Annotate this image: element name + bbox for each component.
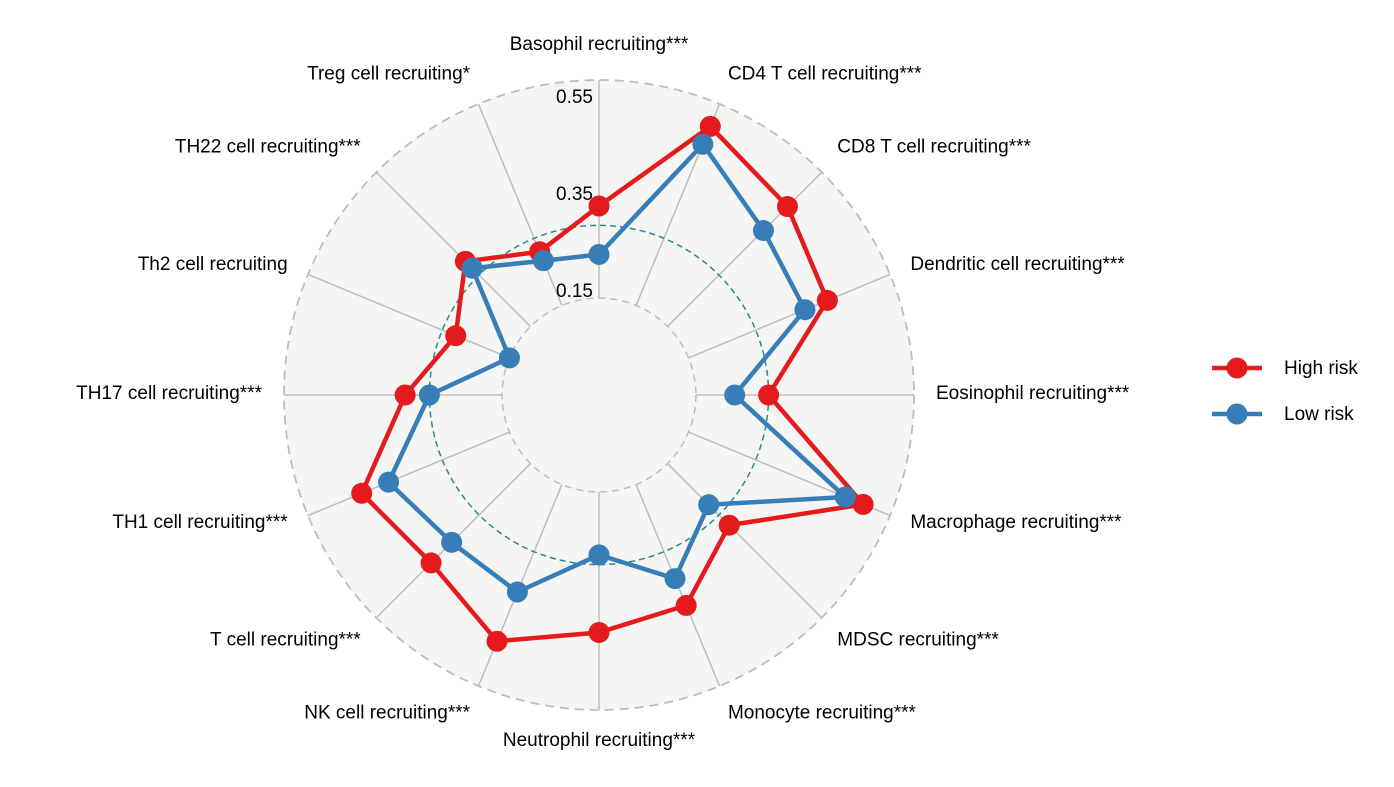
data-point (675, 594, 697, 616)
data-point (588, 544, 610, 566)
data-point (724, 384, 746, 406)
data-point (418, 384, 440, 406)
legend: High risk Low risk (1212, 357, 1358, 425)
category-label: Eosinophil recruiting*** (936, 383, 1130, 404)
category-label: T cell recruiting*** (210, 629, 361, 650)
spoke-line (307, 273, 510, 359)
data-point (692, 133, 714, 155)
data-point (852, 493, 874, 515)
data-point (664, 568, 686, 590)
legend-marker (1226, 357, 1248, 379)
data-point (378, 471, 400, 493)
data-point (486, 630, 508, 652)
category-label: TH1 cell recruiting*** (112, 512, 288, 533)
spoke-line (307, 431, 510, 517)
spoke-line (688, 273, 891, 359)
data-point (834, 486, 856, 508)
radial-tick-label: 0.15 (556, 281, 593, 302)
data-point (445, 325, 467, 347)
grid-ring-outer (283, 79, 915, 711)
category-label: NK cell recruiting*** (304, 702, 470, 723)
data-point (351, 482, 373, 504)
data-point (461, 257, 483, 279)
spoke-line (667, 171, 823, 327)
data-point (441, 531, 463, 553)
data-point (699, 115, 721, 137)
legend-label: Low risk (1284, 404, 1354, 425)
data-point (698, 494, 720, 516)
radial-tick-label: 0.55 (556, 87, 593, 108)
data-point (506, 581, 528, 603)
category-label: Treg cell recruiting* (307, 64, 471, 85)
data-point (794, 299, 816, 321)
data-point (718, 514, 740, 536)
data-point (588, 621, 610, 643)
label-layer: 0.15 0.35 0.55 Basophil recruiting*** CD4 T … (76, 34, 1130, 751)
category-label: Basophil recruiting*** (510, 34, 689, 55)
data-point (588, 243, 610, 265)
data-point (588, 195, 610, 217)
category-label: Monocyte recruiting*** (728, 702, 917, 723)
category-label: Dendritic cell recruiting*** (910, 254, 1125, 275)
spoke-line (477, 103, 563, 306)
category-label: Macrophage recruiting*** (910, 512, 1122, 533)
category-label: TH17 cell recruiting*** (76, 383, 262, 404)
category-label: CD8 T cell recruiting*** (837, 137, 1031, 158)
category-label: MDSC recruiting*** (837, 629, 999, 650)
grid-ring-inner (501, 297, 697, 493)
category-label: CD4 T cell recruiting*** (728, 64, 922, 85)
category-label: TH22 cell recruiting*** (175, 137, 361, 158)
radial-tick-label: 0.35 (556, 184, 593, 205)
category-label: Neutrophil recruiting*** (503, 730, 696, 751)
data-point (498, 347, 520, 369)
data-point (420, 552, 442, 574)
spoke-line (667, 463, 823, 619)
data-point (532, 250, 554, 272)
data-point (776, 196, 798, 218)
data-point (394, 384, 416, 406)
data-point (816, 289, 838, 311)
category-label: Th2 cell recruiting (138, 254, 288, 275)
data-point (758, 384, 780, 406)
grid-layer (283, 79, 915, 711)
legend-label: High risk (1284, 358, 1358, 379)
spoke-line (375, 171, 531, 327)
series-layer (351, 115, 874, 652)
data-point (752, 220, 774, 242)
legend-marker (1226, 403, 1248, 425)
